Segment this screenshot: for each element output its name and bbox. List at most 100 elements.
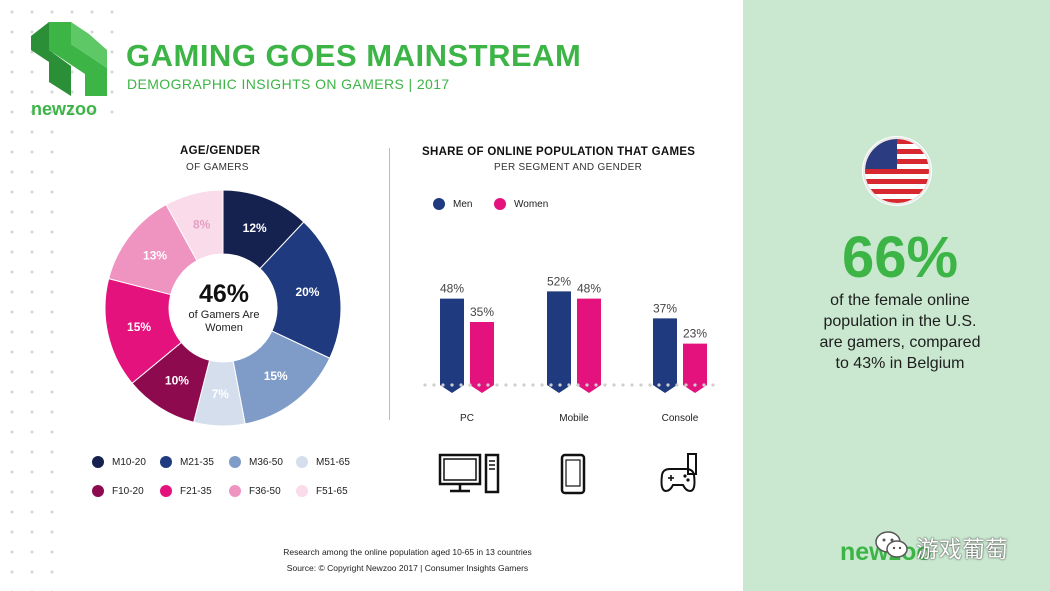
baseline-dot bbox=[594, 383, 598, 387]
legend-swatch bbox=[296, 456, 308, 468]
bar-Console-Women bbox=[683, 343, 707, 393]
baseline-dot bbox=[639, 383, 643, 387]
donut-center-label: of Gamers Are Women bbox=[188, 309, 260, 334]
donut-hole bbox=[169, 254, 277, 362]
legend-label: F36-50 bbox=[249, 485, 281, 497]
donut-chart: 12% 20% 15% 7% 10% 15% 13% 8% bbox=[104, 189, 342, 427]
donut-slice-label: 15% bbox=[127, 320, 151, 334]
baseline-dot bbox=[432, 383, 436, 387]
bar-value-label: 48% bbox=[577, 282, 601, 296]
donut-slice-label: 20% bbox=[295, 285, 319, 299]
legend-item-F51-65: F51-65 bbox=[296, 485, 348, 497]
section-divider bbox=[389, 148, 390, 420]
donut-subtitle: OF GAMERS bbox=[186, 162, 249, 173]
baseline-dot bbox=[540, 383, 544, 387]
legend-item-M21-35: M21-35 bbox=[160, 456, 214, 468]
baseline-dot bbox=[648, 383, 652, 387]
bar-legend-label: Men bbox=[453, 198, 473, 210]
bar-legend-swatch bbox=[433, 198, 445, 210]
baseline-dot bbox=[468, 383, 472, 387]
baseline-dot bbox=[531, 383, 535, 387]
bar-PC-Men bbox=[440, 298, 464, 393]
baseline-dot bbox=[441, 383, 445, 387]
page-title: GAMING GOES MAINSTREAM bbox=[126, 38, 582, 73]
baseline-dot bbox=[486, 383, 490, 387]
legend-label: F10-20 bbox=[112, 485, 144, 497]
legend-item-M36-50: M36-50 bbox=[229, 456, 283, 468]
legend-item-M10-20: M10-20 bbox=[92, 456, 146, 468]
bar-value-label: 37% bbox=[653, 301, 677, 315]
us-flag-icon bbox=[862, 136, 932, 206]
bar-chart: 48% 35% 52% 48% 37% 23% bbox=[423, 274, 715, 393]
newzoo-logo-icon bbox=[31, 22, 107, 96]
donut-slice-label: 12% bbox=[243, 221, 267, 235]
donut-slice-label: 10% bbox=[165, 374, 189, 388]
newzoo-logo-text: newzoo bbox=[31, 99, 97, 119]
baseline-dot bbox=[630, 383, 634, 387]
bar-PC-Women bbox=[470, 322, 494, 393]
legend-swatch bbox=[229, 485, 241, 497]
bar-legend-item: Men bbox=[433, 198, 472, 210]
callout-line: to 43% in Belgium bbox=[835, 355, 965, 372]
footnote-research: Research among the online population age… bbox=[283, 547, 532, 557]
baseline-dot bbox=[423, 383, 427, 387]
legend-swatch bbox=[296, 485, 308, 497]
desktop-computer-icon bbox=[438, 453, 500, 494]
callout-line: are gamers, compared bbox=[819, 334, 981, 351]
baseline-dot bbox=[702, 383, 706, 387]
baseline-dot bbox=[495, 383, 499, 387]
baseline-dot bbox=[522, 383, 526, 387]
legend-swatch bbox=[92, 485, 104, 497]
donut-slice-label: 13% bbox=[143, 248, 167, 262]
bar-legend-item: Women bbox=[494, 198, 548, 210]
baseline-dot bbox=[612, 383, 616, 387]
baseline-dot bbox=[450, 383, 454, 387]
bar-legend-label: Women bbox=[514, 198, 549, 210]
baseline-dot bbox=[711, 383, 715, 387]
page-subtitle: DEMOGRAPHIC INSIGHTS ON GAMERS | 2017 bbox=[127, 76, 450, 92]
bar-Mobile-Men bbox=[547, 291, 571, 393]
gamepad-icon bbox=[660, 453, 697, 493]
baseline-dot bbox=[657, 383, 661, 387]
legend-swatch bbox=[160, 485, 172, 497]
legend-label: F21-35 bbox=[180, 485, 212, 497]
callout-text: of the female online population in the U… bbox=[780, 290, 1020, 374]
callout-value: 66% bbox=[841, 225, 959, 290]
baseline-dot bbox=[558, 383, 562, 387]
smartphone-icon bbox=[560, 453, 586, 495]
donut-slice-label: 8% bbox=[193, 218, 211, 232]
baseline-dot bbox=[693, 383, 697, 387]
donut-slice-label: 15% bbox=[264, 369, 288, 383]
watermark-text: 游戏葡萄 bbox=[916, 536, 1008, 562]
callout-line: population in the U.S. bbox=[823, 313, 977, 330]
baseline-dot bbox=[513, 383, 517, 387]
bar-value-label: 23% bbox=[683, 327, 707, 341]
legend-label: M51-65 bbox=[316, 456, 350, 468]
baseline-dot bbox=[576, 383, 580, 387]
bar-chart-subtitle: PER SEGMENT AND GENDER bbox=[494, 162, 643, 173]
callout-line: of the female online bbox=[830, 292, 970, 309]
baseline-dot bbox=[585, 383, 589, 387]
bar-Console-Men bbox=[653, 318, 677, 393]
legend-item-F10-20: F10-20 bbox=[92, 485, 144, 497]
baseline-dot bbox=[504, 383, 508, 387]
baseline-dot bbox=[603, 383, 607, 387]
bar-category-label: Console bbox=[661, 413, 699, 424]
bar-Mobile-Women bbox=[577, 298, 601, 393]
legend-item-F21-35: F21-35 bbox=[160, 485, 212, 497]
donut-slice-label: 7% bbox=[212, 387, 230, 401]
bar-value-label: 52% bbox=[547, 274, 571, 288]
bar-legend-swatch bbox=[494, 198, 506, 210]
bar-category-label: Mobile bbox=[559, 413, 589, 424]
legend-item-M51-65: M51-65 bbox=[296, 456, 350, 468]
bar-category-label: PC bbox=[460, 413, 474, 424]
baseline-dot bbox=[675, 383, 679, 387]
legend-label: M36-50 bbox=[249, 456, 283, 468]
bar-value-label: 35% bbox=[470, 305, 494, 319]
footnote-source: Source: © Copyright Newzoo 2017 | Consum… bbox=[286, 563, 529, 573]
legend-swatch bbox=[229, 456, 241, 468]
legend-label: M10-20 bbox=[112, 456, 146, 468]
legend-label: F51-65 bbox=[316, 485, 348, 497]
donut-title: AGE/GENDER bbox=[180, 145, 261, 157]
baseline-dot bbox=[684, 383, 688, 387]
